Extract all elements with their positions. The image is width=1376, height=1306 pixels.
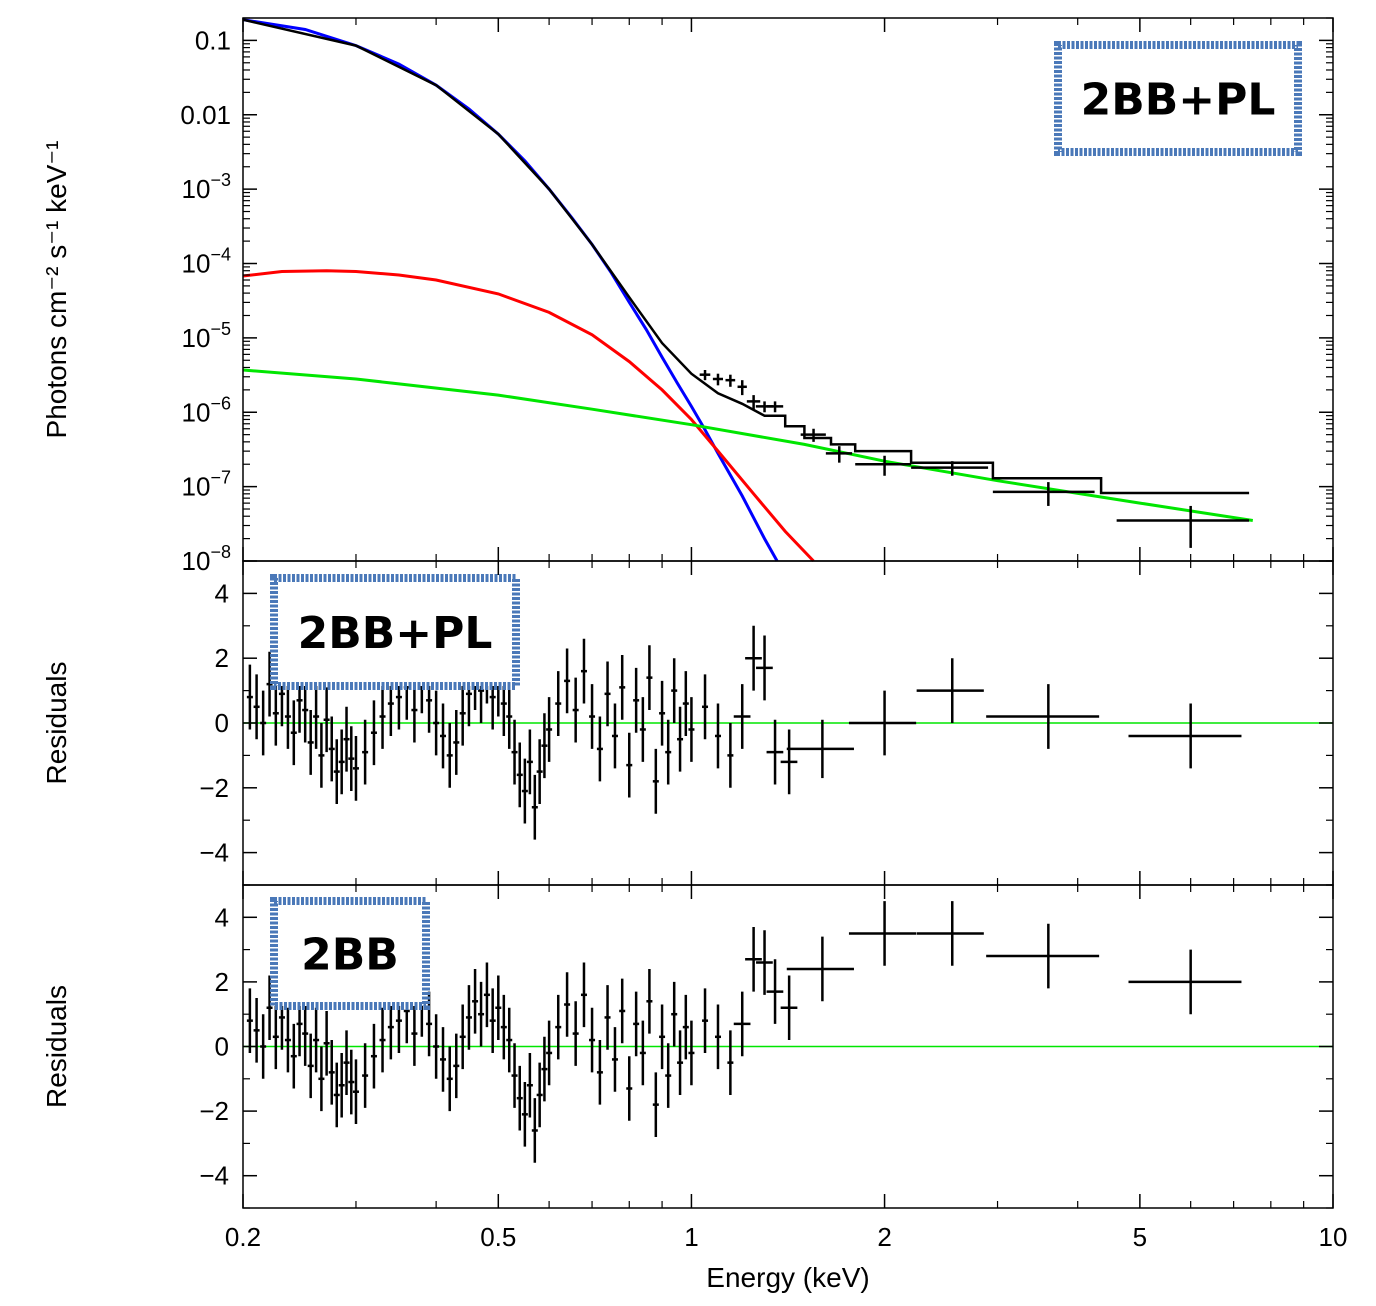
model-component-1	[242, 18, 779, 562]
annotation-box	[1054, 41, 1302, 156]
y-tick-label: 10−8	[182, 542, 231, 576]
annotation-box	[270, 897, 430, 1010]
y-tick-label: 10−3	[182, 170, 231, 204]
x-tick-label: 1	[684, 1222, 698, 1252]
y-tick-label: 10−5	[182, 319, 231, 353]
y-tick-label: 0.1	[195, 25, 231, 55]
x-tick-label: 5	[1133, 1222, 1147, 1252]
y-tick-label: −4	[199, 838, 229, 868]
y-tick-label: 10−4	[182, 245, 231, 279]
y-tick-label: −2	[199, 773, 229, 803]
y-tick-label: 2	[215, 643, 229, 673]
y-tick-label: 4	[215, 902, 229, 932]
annotation-box	[270, 574, 520, 690]
model-component-2	[242, 269, 815, 563]
annotation-label: 2BB+PL	[298, 608, 493, 659]
x-axis-title: Energy (keV)	[706, 1262, 869, 1293]
y-tick-label: 2	[215, 967, 229, 997]
y-tick-label: 0.01	[180, 100, 231, 130]
y-tick-label: 4	[215, 578, 229, 608]
y-tick-label: −4	[199, 1161, 229, 1191]
data-points	[246, 369, 1250, 1163]
x-tick-label: 2	[877, 1222, 891, 1252]
x-tick-label: 0.2	[225, 1222, 261, 1252]
y-axis-title: Residuals	[41, 662, 72, 785]
y-axis-title: Residuals	[41, 985, 72, 1108]
y-axis-title: Photons cm⁻² s⁻¹ keV⁻¹	[41, 141, 72, 439]
y-tick-label: 10−6	[182, 393, 231, 427]
model-component-3	[242, 368, 1254, 522]
y-tick-label: 10−7	[182, 468, 231, 502]
total-model	[242, 18, 1250, 495]
x-tick-label: 0.5	[480, 1222, 516, 1252]
labels: 0.10.0110−310−410−510−610−710−8420−2−4Re…	[41, 25, 1347, 1293]
y-tick-label: 0	[215, 1032, 229, 1062]
axes	[242, 17, 1334, 1209]
annotation-label: 2BB	[301, 930, 399, 981]
annotation-label: 2BB+PL	[1081, 75, 1276, 126]
y-tick-label: −2	[199, 1096, 229, 1126]
x-tick-label: 10	[1319, 1222, 1348, 1252]
y-tick-label: 0	[215, 708, 229, 738]
spectrum-curves	[242, 18, 1333, 1048]
